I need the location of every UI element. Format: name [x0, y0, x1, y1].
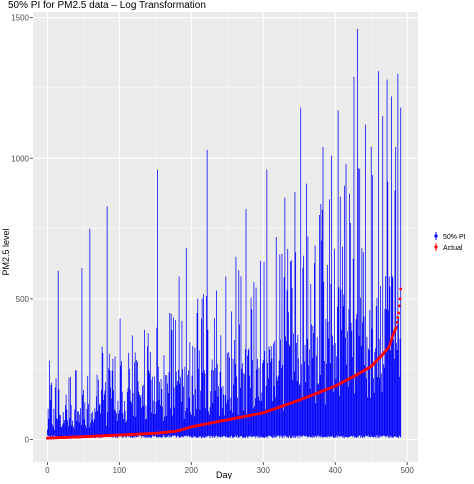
actual-point	[387, 345, 391, 349]
actual-point	[399, 287, 403, 291]
x-tick-label: 500	[401, 466, 415, 475]
y-tick-label: 500	[16, 295, 30, 304]
legend-key-point	[434, 245, 438, 249]
y-tick-label: 1000	[11, 154, 29, 163]
y-axis-label: PM2.5 level	[1, 228, 11, 275]
x-tick-label: 0	[45, 466, 50, 475]
x-tick-label: 200	[185, 466, 199, 475]
x-tick-label: 100	[113, 466, 127, 475]
x-tick-label: 400	[329, 466, 343, 475]
actual-point	[395, 320, 399, 324]
plot-area: 0 100 200 300 400 500 0 500 1000 1500	[11, 12, 418, 475]
x-axis-label: Day	[216, 470, 233, 479]
actual-point	[395, 325, 398, 329]
legend-label: Actual	[443, 245, 463, 252]
legend-label: 50% PI	[443, 234, 466, 241]
actual-point	[398, 297, 402, 301]
legend-key-point	[434, 234, 438, 238]
actual-point	[390, 336, 394, 340]
actual-point	[389, 338, 393, 342]
x-tick-label: 300	[257, 466, 271, 475]
actual-point	[396, 316, 400, 320]
actual-point	[397, 304, 401, 308]
actual-point	[397, 311, 400, 315]
actual-point	[389, 340, 393, 344]
chart-title: 50% PI for PM2.5 data – Log Transformati…	[8, 0, 206, 11]
y-tick-label: 1500	[11, 14, 29, 23]
actual-point	[388, 343, 392, 346]
y-tick-label: 0	[25, 436, 30, 445]
legend: 50% PI Actual	[434, 232, 466, 252]
